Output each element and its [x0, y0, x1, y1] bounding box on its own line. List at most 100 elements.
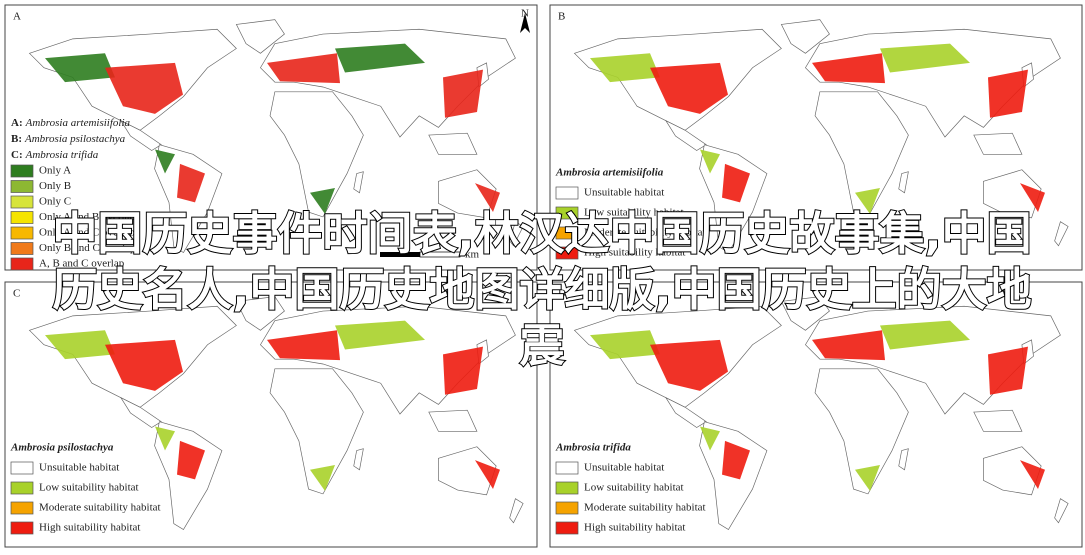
panel-label: D [558, 288, 566, 300]
habitat-area [988, 346, 1028, 395]
legend-swatch [555, 226, 579, 240]
habitat-area [812, 53, 885, 84]
legend-label: Only C [39, 196, 71, 208]
habitat-area [177, 163, 205, 203]
legend-label: Only A and C overlap [39, 227, 135, 239]
species-name: Ambrosia trifida [25, 149, 99, 161]
map-panel: C Ambrosia psilostachya Unsuitable habitat… [4, 281, 538, 548]
habitat-area [880, 320, 970, 350]
legend-swatch [10, 521, 34, 535]
habitat-area [855, 187, 880, 214]
habitat-area [722, 163, 750, 203]
legend-swatch [10, 501, 34, 515]
habitat-area [177, 440, 205, 480]
habitat-area [988, 69, 1028, 118]
legend-swatch [555, 246, 579, 260]
habitat-area [105, 339, 183, 391]
species-letter: A: [11, 117, 23, 129]
habitat-area [310, 187, 335, 214]
habitat-area [45, 53, 115, 83]
legend-label: High suitability habitat [39, 522, 140, 534]
legend-swatch [555, 206, 579, 220]
habitat-area [335, 320, 425, 350]
species-key: B: Ambrosia psilostachya [11, 133, 126, 145]
legend-label: Moderate suitability habitat [584, 502, 706, 514]
habitat-area [722, 440, 750, 480]
habitat-area [155, 426, 175, 451]
legend-label: Unsuitable habitat [584, 187, 664, 199]
legend-label: Low suitability habitat [39, 482, 139, 494]
habitat-area [155, 149, 175, 174]
legend-title: Ambrosia trifida [555, 442, 631, 454]
legend-label: A, B and C overlap [39, 258, 125, 270]
panel-label: C [13, 288, 20, 300]
species-key: A: Ambrosia artemisiifolia [11, 117, 131, 129]
legend-label: Unsuitable habitat [39, 462, 119, 474]
habitat-area [310, 464, 335, 491]
legend-label: Low suitability habitat [584, 482, 684, 494]
legend-swatch [555, 501, 579, 515]
legend-label: High suitability habitat [584, 247, 685, 259]
habitat-area [443, 69, 483, 118]
habitat-area [812, 330, 885, 361]
species-name: Ambrosia psilostachya [24, 133, 126, 145]
legend-label: Moderate suitability habitat [584, 227, 706, 239]
habitat-area [700, 426, 720, 451]
species-key: C: Ambrosia trifida [11, 149, 99, 161]
habitat-area [443, 346, 483, 395]
legend-title: Ambrosia psilostachya [10, 442, 114, 454]
legend-swatch [555, 521, 579, 535]
habitat-area [1020, 460, 1045, 490]
habitat-area [880, 43, 970, 73]
legend-swatch [10, 164, 34, 178]
north-arrow [520, 13, 530, 33]
habitat-area [650, 339, 728, 391]
species-letter: C: [11, 149, 23, 161]
legend-label: Unsuitable habitat [584, 462, 664, 474]
habitat-area [45, 330, 115, 360]
panel-label: B [558, 11, 565, 23]
legend-swatch [10, 226, 34, 240]
map-panel: D Ambrosia trifida Unsuitable habitat Low s… [549, 281, 1083, 548]
legend-swatch [555, 461, 579, 475]
legend-label: Only A and B overlap [39, 211, 135, 223]
scale-bar [380, 252, 420, 257]
legend-swatch [10, 242, 34, 255]
habitat-area [855, 464, 880, 491]
habitat-area [590, 330, 660, 360]
legend-swatch [10, 461, 34, 475]
habitat-area [475, 183, 500, 213]
legend-label: Only B and C overlap [39, 242, 136, 254]
legend-swatch [10, 211, 34, 224]
habitat-area [267, 53, 340, 84]
habitat-area [1020, 183, 1045, 213]
legend-label: Moderate suitability habitat [39, 502, 161, 514]
legend-swatch [555, 481, 579, 495]
legend-swatch [10, 257, 34, 271]
panel-label: A [13, 11, 21, 23]
habitat-area [105, 62, 183, 114]
legend-label: Only A [39, 165, 71, 177]
legend-label: Low suitability habitat [584, 207, 684, 219]
legend-label: Only B [39, 180, 71, 192]
scale-unit: km [465, 249, 480, 261]
habitat-area [335, 43, 425, 73]
legend-swatch [555, 186, 579, 200]
map-panel: B Ambrosia artemisiifolia Unsuitable habit… [549, 4, 1083, 271]
legend-label: High suitability habitat [584, 522, 685, 534]
north-label: N [521, 8, 529, 20]
legend-swatch [10, 195, 34, 209]
scale-bar [419, 251, 461, 258]
overlay-title: 中国历史事件时间表,林汉达中国历史故事集,中国历史名人,中国历史地图详细版,中国… [51, 206, 1032, 373]
legend-title: Ambrosia artemisiifolia [555, 167, 664, 179]
species-letter: B: [11, 133, 22, 145]
habitat-area [267, 330, 340, 361]
legend-swatch [10, 481, 34, 495]
habitat-area [700, 149, 720, 174]
habitat-area [650, 62, 728, 114]
species-name: Ambrosia artemisiifolia [25, 117, 131, 129]
legend-swatch [10, 180, 34, 193]
